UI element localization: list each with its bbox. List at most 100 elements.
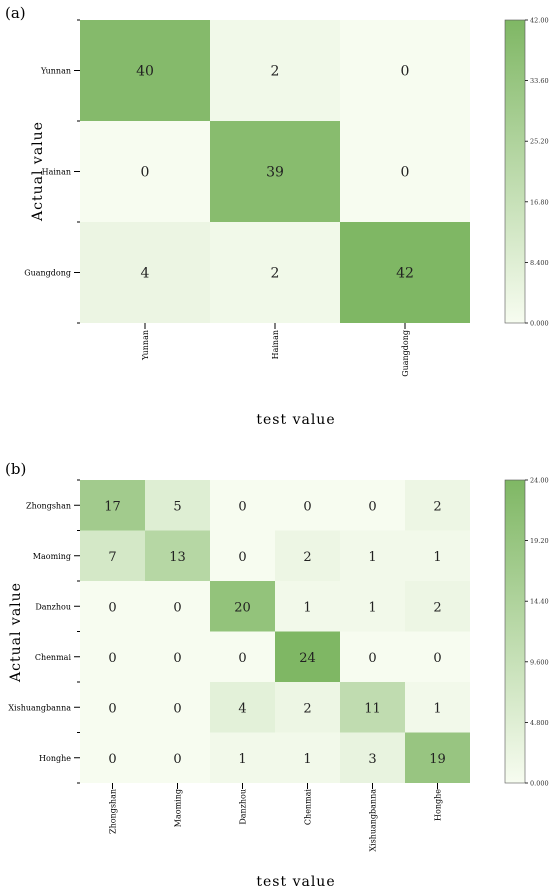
cell-value-label: 1 [303, 752, 311, 767]
heatmap-panel-b: (b)17 5 0 0 0 27 13 0 2 1 10 0 20 1 1 20 0 0 24 0 00 0 4 2 11 10 0… [5, 460, 549, 890]
colorbar-tick-label: 25.20 [530, 138, 549, 146]
x-tick-label: Danzhou [239, 789, 248, 825]
colorbar-tick-label: 14.40 [530, 598, 549, 606]
cell-value-label: 0 [173, 701, 181, 716]
cell-value-label: 13 [169, 550, 186, 565]
cell-value-label: 1 [433, 701, 441, 716]
cell-value-label: 1 [238, 752, 246, 767]
cell-value-label: 4 [238, 701, 246, 716]
cell-value-label: 2 [303, 701, 311, 716]
cell-value-label: 0 [368, 499, 376, 514]
colorbar-tick-label: 0.000 [530, 320, 549, 328]
y-tick-label: Zhongshan [26, 501, 71, 510]
cell-value-label: 0 [141, 165, 150, 181]
cell-value-label: 0 [401, 165, 410, 181]
cell-value-label: 42 [396, 266, 414, 282]
cell-value-label: 7 [108, 550, 116, 565]
heatmap-cell [405, 530, 470, 581]
panel-label: (a) [5, 4, 26, 22]
heatmap-cell [275, 581, 340, 632]
y-tick-label: Yunnan [40, 67, 71, 76]
cell-value-label: 3 [368, 752, 376, 767]
x-tick-label: Hainan [271, 330, 280, 359]
heatmap-cell [340, 682, 405, 733]
heatmap-cell [405, 682, 470, 733]
heatmap-cell [340, 121, 470, 222]
heatmap-cell [210, 530, 275, 581]
heatmap-cell [405, 581, 470, 632]
heatmap-cell [145, 682, 210, 733]
cell-value-label: 2 [303, 550, 311, 565]
heatmap-cell [145, 732, 210, 783]
x-tick-label: Maoming [174, 789, 183, 827]
colorbar-tick-label: 4.800 [530, 719, 549, 727]
colorbar-tick-label: 33.60 [530, 77, 549, 85]
heatmap-cell [80, 682, 145, 733]
heatmap-cell [275, 732, 340, 783]
heatmap-cell [275, 682, 340, 733]
x-tick-label: Chenmai [304, 789, 313, 826]
heatmap-cell [210, 480, 275, 531]
heatmap-cell [145, 530, 210, 581]
cell-value-label: 0 [433, 651, 441, 666]
heatmap-cell [275, 631, 340, 682]
cell-value-label: 1 [433, 550, 441, 565]
x-tick-label: Xishuangbanna [369, 789, 378, 852]
cell-value-label: 5 [173, 499, 181, 514]
cell-value-label: 0 [303, 499, 311, 514]
y-axis-label: Actual value [8, 582, 24, 683]
cell-value-label: 0 [108, 701, 116, 716]
heatmap-cell [210, 732, 275, 783]
cell-value-label: 2 [271, 64, 280, 80]
cell-value-label: 0 [368, 651, 376, 666]
x-axis-label: test value [256, 874, 335, 890]
heatmap-cell [405, 732, 470, 783]
cell-value-label: 1 [368, 550, 376, 565]
cell-value-label: 2 [433, 499, 441, 514]
heatmap-cell [340, 581, 405, 632]
heatmap-cell [80, 20, 210, 121]
heatmap-cell [80, 581, 145, 632]
colorbar-tick-label: 42.00 [530, 17, 549, 25]
cell-value-label: 0 [108, 752, 116, 767]
heatmap-cell [210, 581, 275, 632]
cell-value-label: 19 [429, 752, 446, 767]
heatmap-cell [340, 480, 405, 531]
y-tick-label: Honghe [39, 754, 71, 763]
heatmap-cell [210, 121, 340, 222]
cell-value-label: 20 [234, 600, 251, 615]
heatmap-cell [80, 732, 145, 783]
cell-value-label: 11 [364, 701, 381, 716]
heatmap-cell [275, 530, 340, 581]
heatmap-cell [275, 480, 340, 531]
heatmap-cell [340, 222, 470, 323]
cell-value-label: 0 [108, 600, 116, 615]
cell-value-label: 0 [173, 752, 181, 767]
cell-value-label: 2 [433, 600, 441, 615]
cell-value-label: 4 [141, 266, 150, 282]
heatmap-cell [210, 20, 340, 121]
heatmap-cell [80, 530, 145, 581]
x-tick-label: Honghe [434, 789, 443, 821]
cell-value-label: 0 [238, 499, 246, 514]
heatmap-cell [80, 631, 145, 682]
cell-value-label: 39 [266, 165, 284, 181]
heatmap-cell [145, 631, 210, 682]
colorbar-tick-label: 8.400 [530, 259, 549, 267]
x-tick-label: Zhongshan [109, 789, 118, 834]
panel-label: (b) [5, 460, 26, 478]
heatmap-cell [405, 480, 470, 531]
colorbar-tick-label: 0.000 [530, 780, 549, 788]
y-tick-label: Danzhou [35, 602, 71, 611]
cell-value-label: 17 [104, 499, 121, 514]
heatmap-cell [145, 480, 210, 531]
cell-value-label: 0 [401, 64, 410, 80]
cell-value-label: 0 [238, 651, 246, 666]
colorbar [504, 19, 526, 324]
cell-value-label: 1 [368, 600, 376, 615]
colorbar-tick-label: 16.80 [530, 198, 549, 206]
heatmap-cell [80, 121, 210, 222]
cell-value-label: 0 [108, 651, 116, 666]
y-axis-label: Actual value [30, 121, 46, 222]
